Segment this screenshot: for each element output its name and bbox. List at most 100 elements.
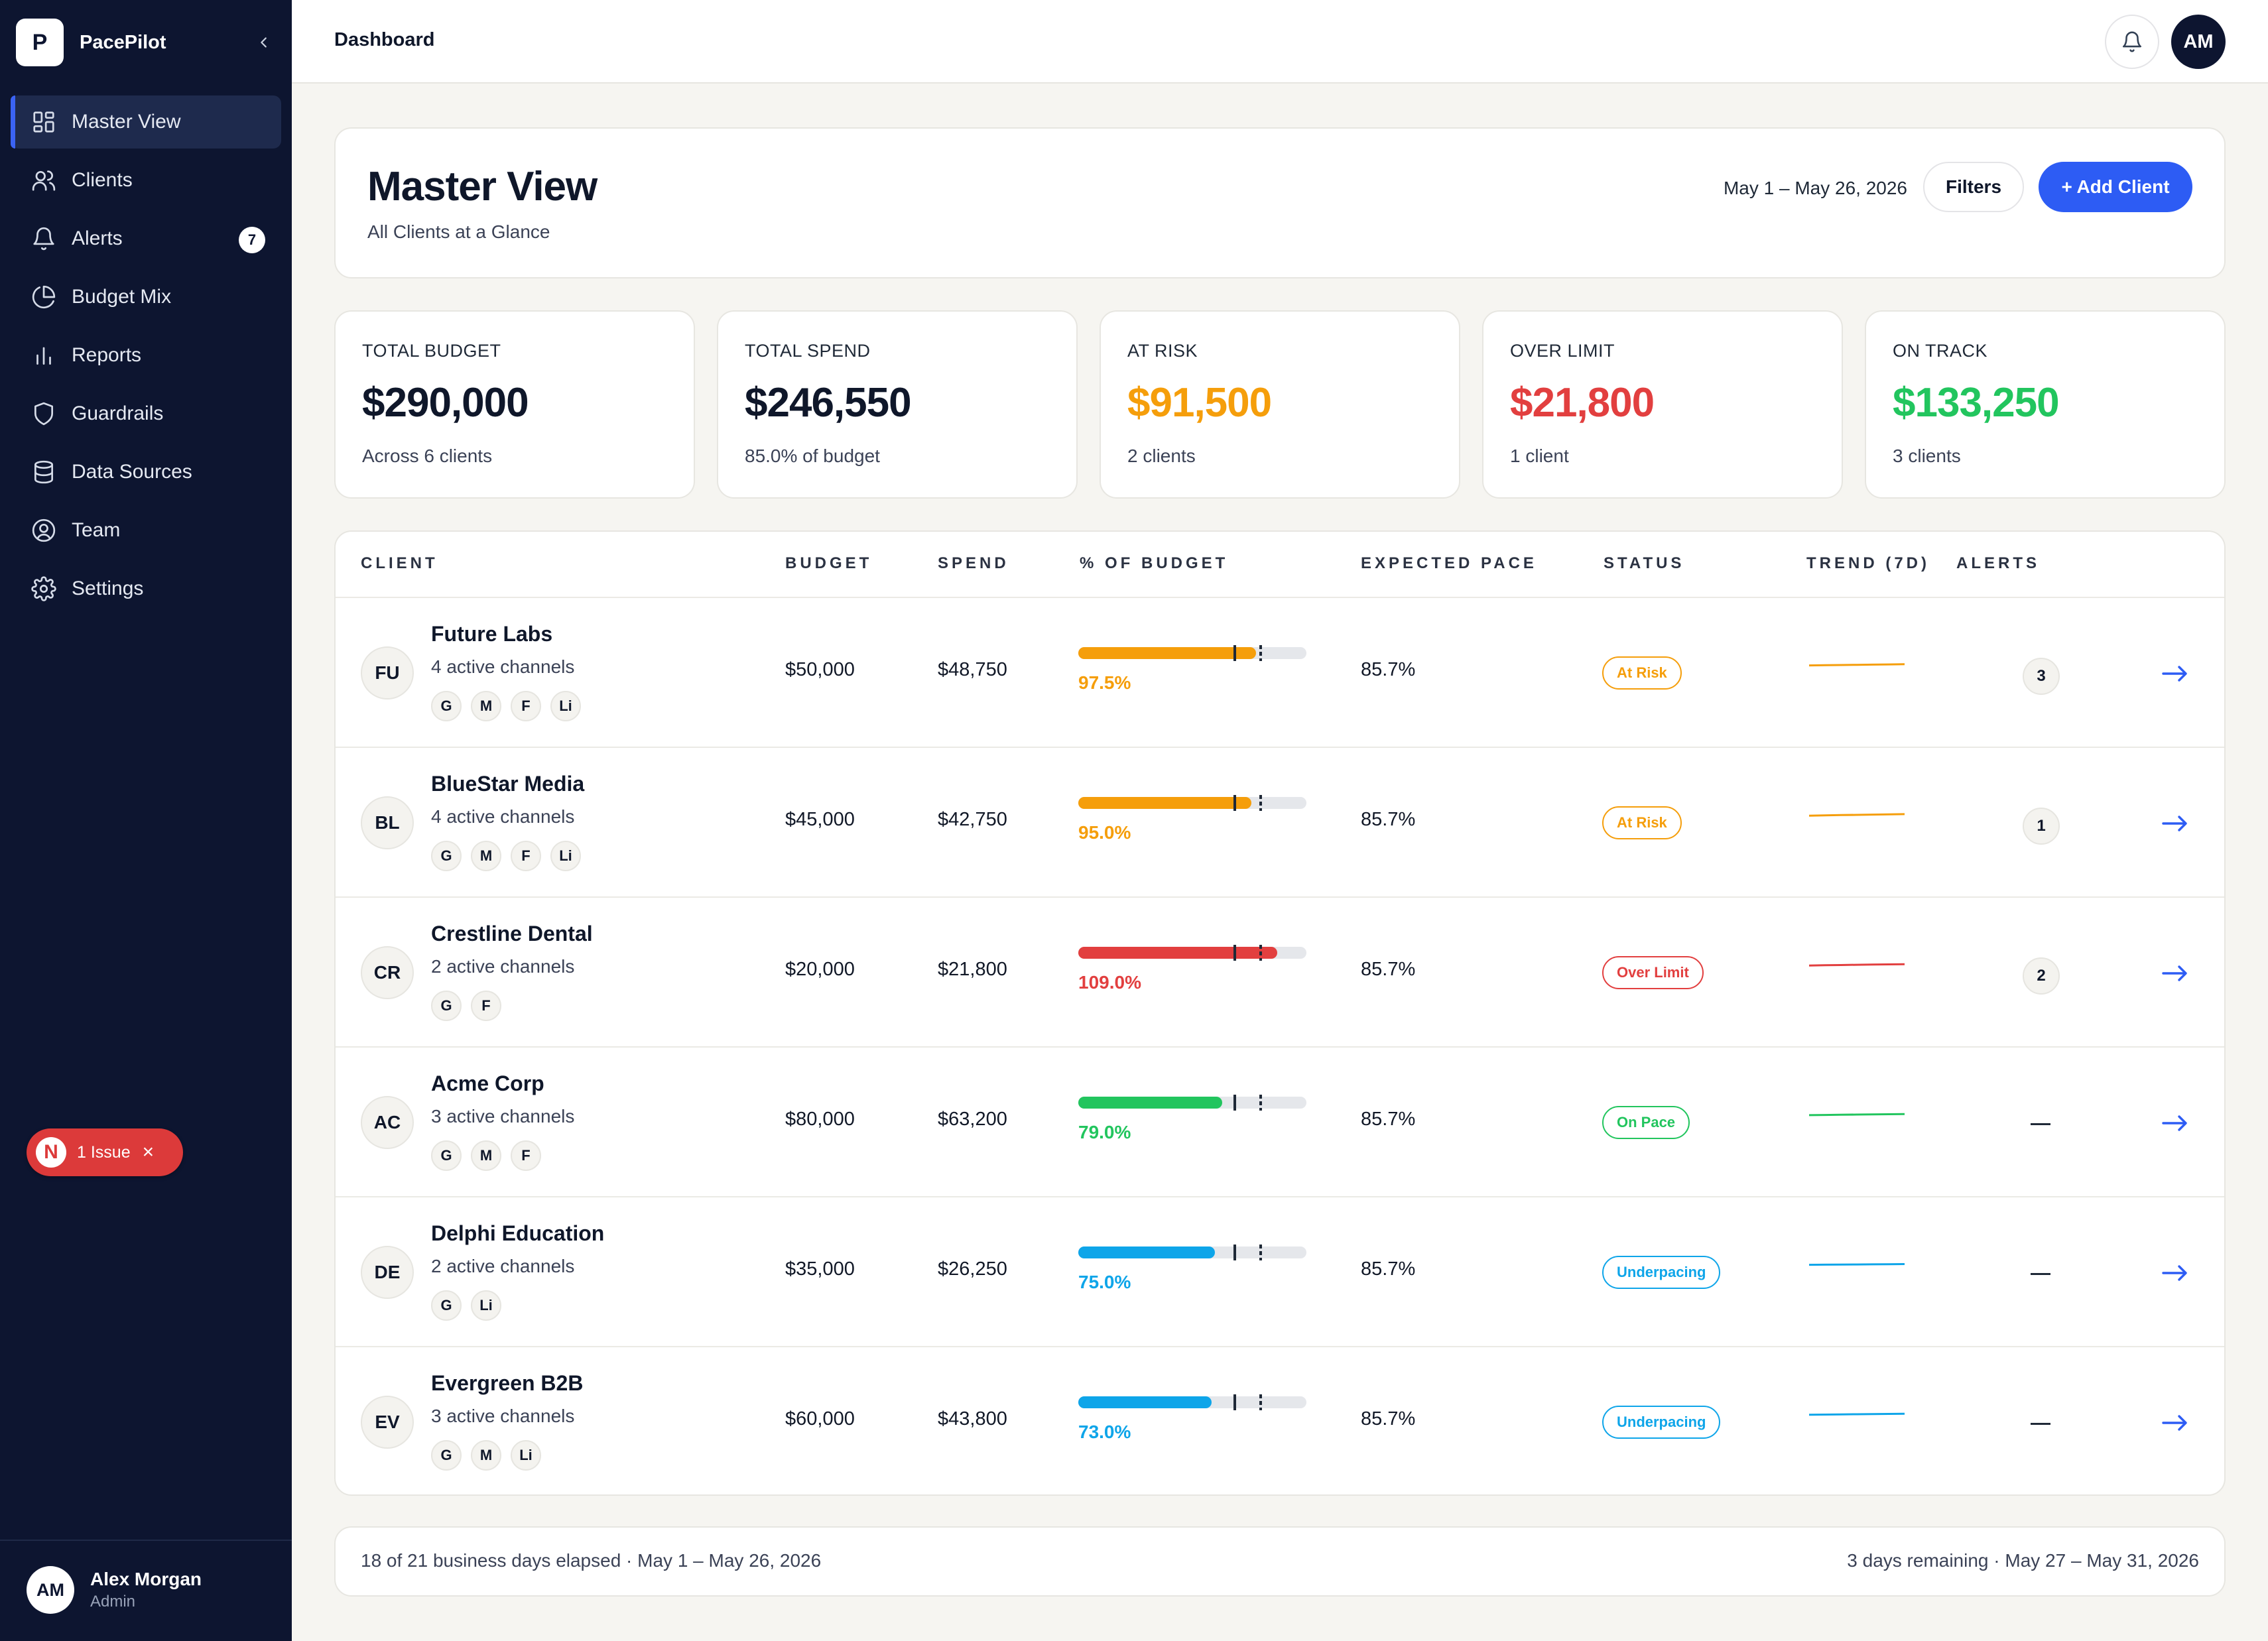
sidebar-item-label: Settings xyxy=(72,577,144,599)
expected-pace-cell: 85.7% xyxy=(1361,809,1416,830)
budget-progress-bar xyxy=(1078,1095,1306,1111)
table-row[interactable]: FU Future Labs 4 active channels G M F Li $50,0… xyxy=(336,598,2224,748)
kpi-value: $133,250 xyxy=(1893,380,2060,426)
arrow-right-icon[interactable] xyxy=(2161,660,2190,687)
sidebar-item-reports[interactable]: Reports xyxy=(11,329,281,382)
chevron-left-icon[interactable] xyxy=(253,32,275,53)
column-header-trend-7d[interactable]: TREND (7D) xyxy=(1806,554,1930,572)
pie-chart-icon xyxy=(31,284,57,310)
trend-sparkline xyxy=(1809,1412,1905,1416)
filters-button[interactable]: Filters xyxy=(1923,162,2024,212)
pace-footer: 18 of 21 business days elapsed · May 1 –… xyxy=(334,1526,2226,1597)
budget-cap-marker xyxy=(1259,795,1263,811)
issue-indicator[interactable]: N 1 Issue × xyxy=(27,1128,183,1176)
status-badge: Underpacing xyxy=(1602,1256,1721,1289)
column-header-alerts[interactable]: ALERTS xyxy=(1956,554,2040,572)
sidebar-item-label: Clients xyxy=(72,169,133,191)
spend-cell: $63,200 xyxy=(938,1109,1007,1130)
client-channels: 2 active channels xyxy=(431,956,575,977)
budget-progress-bar xyxy=(1078,1245,1306,1260)
brand[interactable]: P PacePilot xyxy=(16,19,281,66)
arrow-right-icon[interactable] xyxy=(2161,960,2190,987)
column-header-client[interactable]: CLIENT xyxy=(361,554,438,572)
column-header-spend[interactable]: SPEND xyxy=(938,554,1009,572)
channel-chip: F xyxy=(511,841,541,871)
client-name[interactable]: BlueStar Media xyxy=(431,772,585,796)
budget-progress-bar xyxy=(1078,795,1306,811)
notifications-button[interactable] xyxy=(2105,15,2159,69)
client-name[interactable]: Crestline Dental xyxy=(431,922,593,945)
sidebar-item-label: Data Sources xyxy=(72,461,192,483)
channel-chip: G xyxy=(431,1140,462,1171)
brand-name: PacePilot xyxy=(80,31,166,53)
spend-cell: $26,250 xyxy=(938,1258,1007,1280)
alerts-count[interactable]: 1 xyxy=(2023,808,2060,845)
budget-progress-fill xyxy=(1078,797,1252,809)
budget-cap-marker xyxy=(1259,1095,1263,1111)
arrow-right-icon[interactable] xyxy=(2161,810,2190,837)
alerts-count-badge: 7 xyxy=(239,227,265,253)
sidebar-divider xyxy=(0,1540,292,1541)
channel-chip: M xyxy=(471,691,501,721)
channel-chip: Li xyxy=(471,1290,501,1321)
sidebar-item-label: Reports xyxy=(72,344,142,366)
arrow-right-icon[interactable] xyxy=(2161,1410,2190,1436)
column-header-expected-pace[interactable]: EXPECTED PACE xyxy=(1361,554,1537,572)
date-range[interactable]: May 1 – May 26, 2026 xyxy=(1723,178,1907,198)
expected-pace-cell: 85.7% xyxy=(1361,1258,1416,1280)
channel-chip: Li xyxy=(550,841,581,871)
alerts-count[interactable]: 2 xyxy=(2023,957,2060,995)
budget-cell: $80,000 xyxy=(785,1109,855,1130)
table-row[interactable]: BL BlueStar Media 4 active channels G M F Li $4… xyxy=(336,748,2224,898)
account-avatar[interactable]: AM xyxy=(2171,15,2226,69)
sidebar-item-data-sources[interactable]: Data Sources xyxy=(11,446,281,499)
add-client-button[interactable]: + Add Client xyxy=(2039,162,2192,212)
close-icon[interactable]: × xyxy=(142,1141,155,1163)
budget-progress-fill xyxy=(1078,1097,1223,1109)
sidebar-item-master-view[interactable]: Master View xyxy=(11,95,281,149)
client-channels: 3 active channels xyxy=(431,1106,575,1126)
user-profile[interactable]: AM Alex Morgan Admin xyxy=(27,1566,202,1614)
days-remaining: 3 days remaining · May 27 – May 31, 2026 xyxy=(1847,1550,2199,1571)
table-header: CLIENT BUDGET SPEND % OF BUDGET EXPECTED PAC… xyxy=(336,532,2224,598)
percent-of-budget: 75.0% xyxy=(1078,1272,1131,1292)
kpi-value: $21,800 xyxy=(1510,380,1655,426)
table-row[interactable]: CR Crestline Dental 2 active channels G F $20… xyxy=(336,898,2224,1048)
client-name[interactable]: Evergreen B2B xyxy=(431,1371,584,1395)
budget-cell: $60,000 xyxy=(785,1408,855,1429)
channel-chip: M xyxy=(471,841,501,871)
status-badge: Underpacing xyxy=(1602,1406,1721,1439)
client-name[interactable]: Delphi Education xyxy=(431,1221,605,1245)
expected-pace-cell: 85.7% xyxy=(1361,659,1416,680)
sidebar-item-label: Master View xyxy=(72,111,181,133)
trend-line xyxy=(1809,1263,1905,1266)
arrow-right-icon[interactable] xyxy=(2161,1110,2190,1136)
budget-cell: $45,000 xyxy=(785,809,855,830)
page-subtitle: All Clients at a Glance xyxy=(367,221,550,242)
budget-cap-marker xyxy=(1259,945,1263,961)
column-header-budget[interactable]: BUDGET xyxy=(785,554,873,572)
sidebar-item-clients[interactable]: Clients xyxy=(11,154,281,207)
sidebar-item-settings[interactable]: Settings xyxy=(11,562,281,615)
table-row[interactable]: DE Delphi Education 2 active channels G Li $3… xyxy=(336,1197,2224,1347)
table-row[interactable]: EV Evergreen B2B 3 active channels G M Li $60,… xyxy=(336,1347,2224,1494)
column-header-status[interactable]: STATUS xyxy=(1604,554,1685,572)
expected-pace-marker xyxy=(1233,795,1236,811)
sidebar-item-guardrails[interactable]: Guardrails xyxy=(11,387,281,440)
sidebar-item-budget-mix[interactable]: Budget Mix xyxy=(11,271,281,324)
client-name[interactable]: Acme Corp xyxy=(431,1071,544,1095)
trend-line xyxy=(1809,813,1905,817)
sidebar-item-team[interactable]: Team xyxy=(11,504,281,557)
client-avatar: EV xyxy=(361,1396,414,1449)
alerts-count[interactable]: 3 xyxy=(2023,658,2060,695)
client-name[interactable]: Future Labs xyxy=(431,622,553,646)
client-channels: 3 active channels xyxy=(431,1406,575,1426)
table-row[interactable]: AC Acme Corp 3 active channels G M F $80,000 $6… xyxy=(336,1048,2224,1197)
sidebar-item-label: Budget Mix xyxy=(72,286,172,308)
main-content: Dashboard AM Master View All Clients at … xyxy=(292,0,2268,1641)
arrow-right-icon[interactable] xyxy=(2161,1260,2190,1286)
sidebar-item-alerts[interactable]: Alerts 7 xyxy=(11,212,281,265)
column-header-of-budget[interactable]: % OF BUDGET xyxy=(1080,554,1229,572)
trend-line xyxy=(1809,663,1905,667)
